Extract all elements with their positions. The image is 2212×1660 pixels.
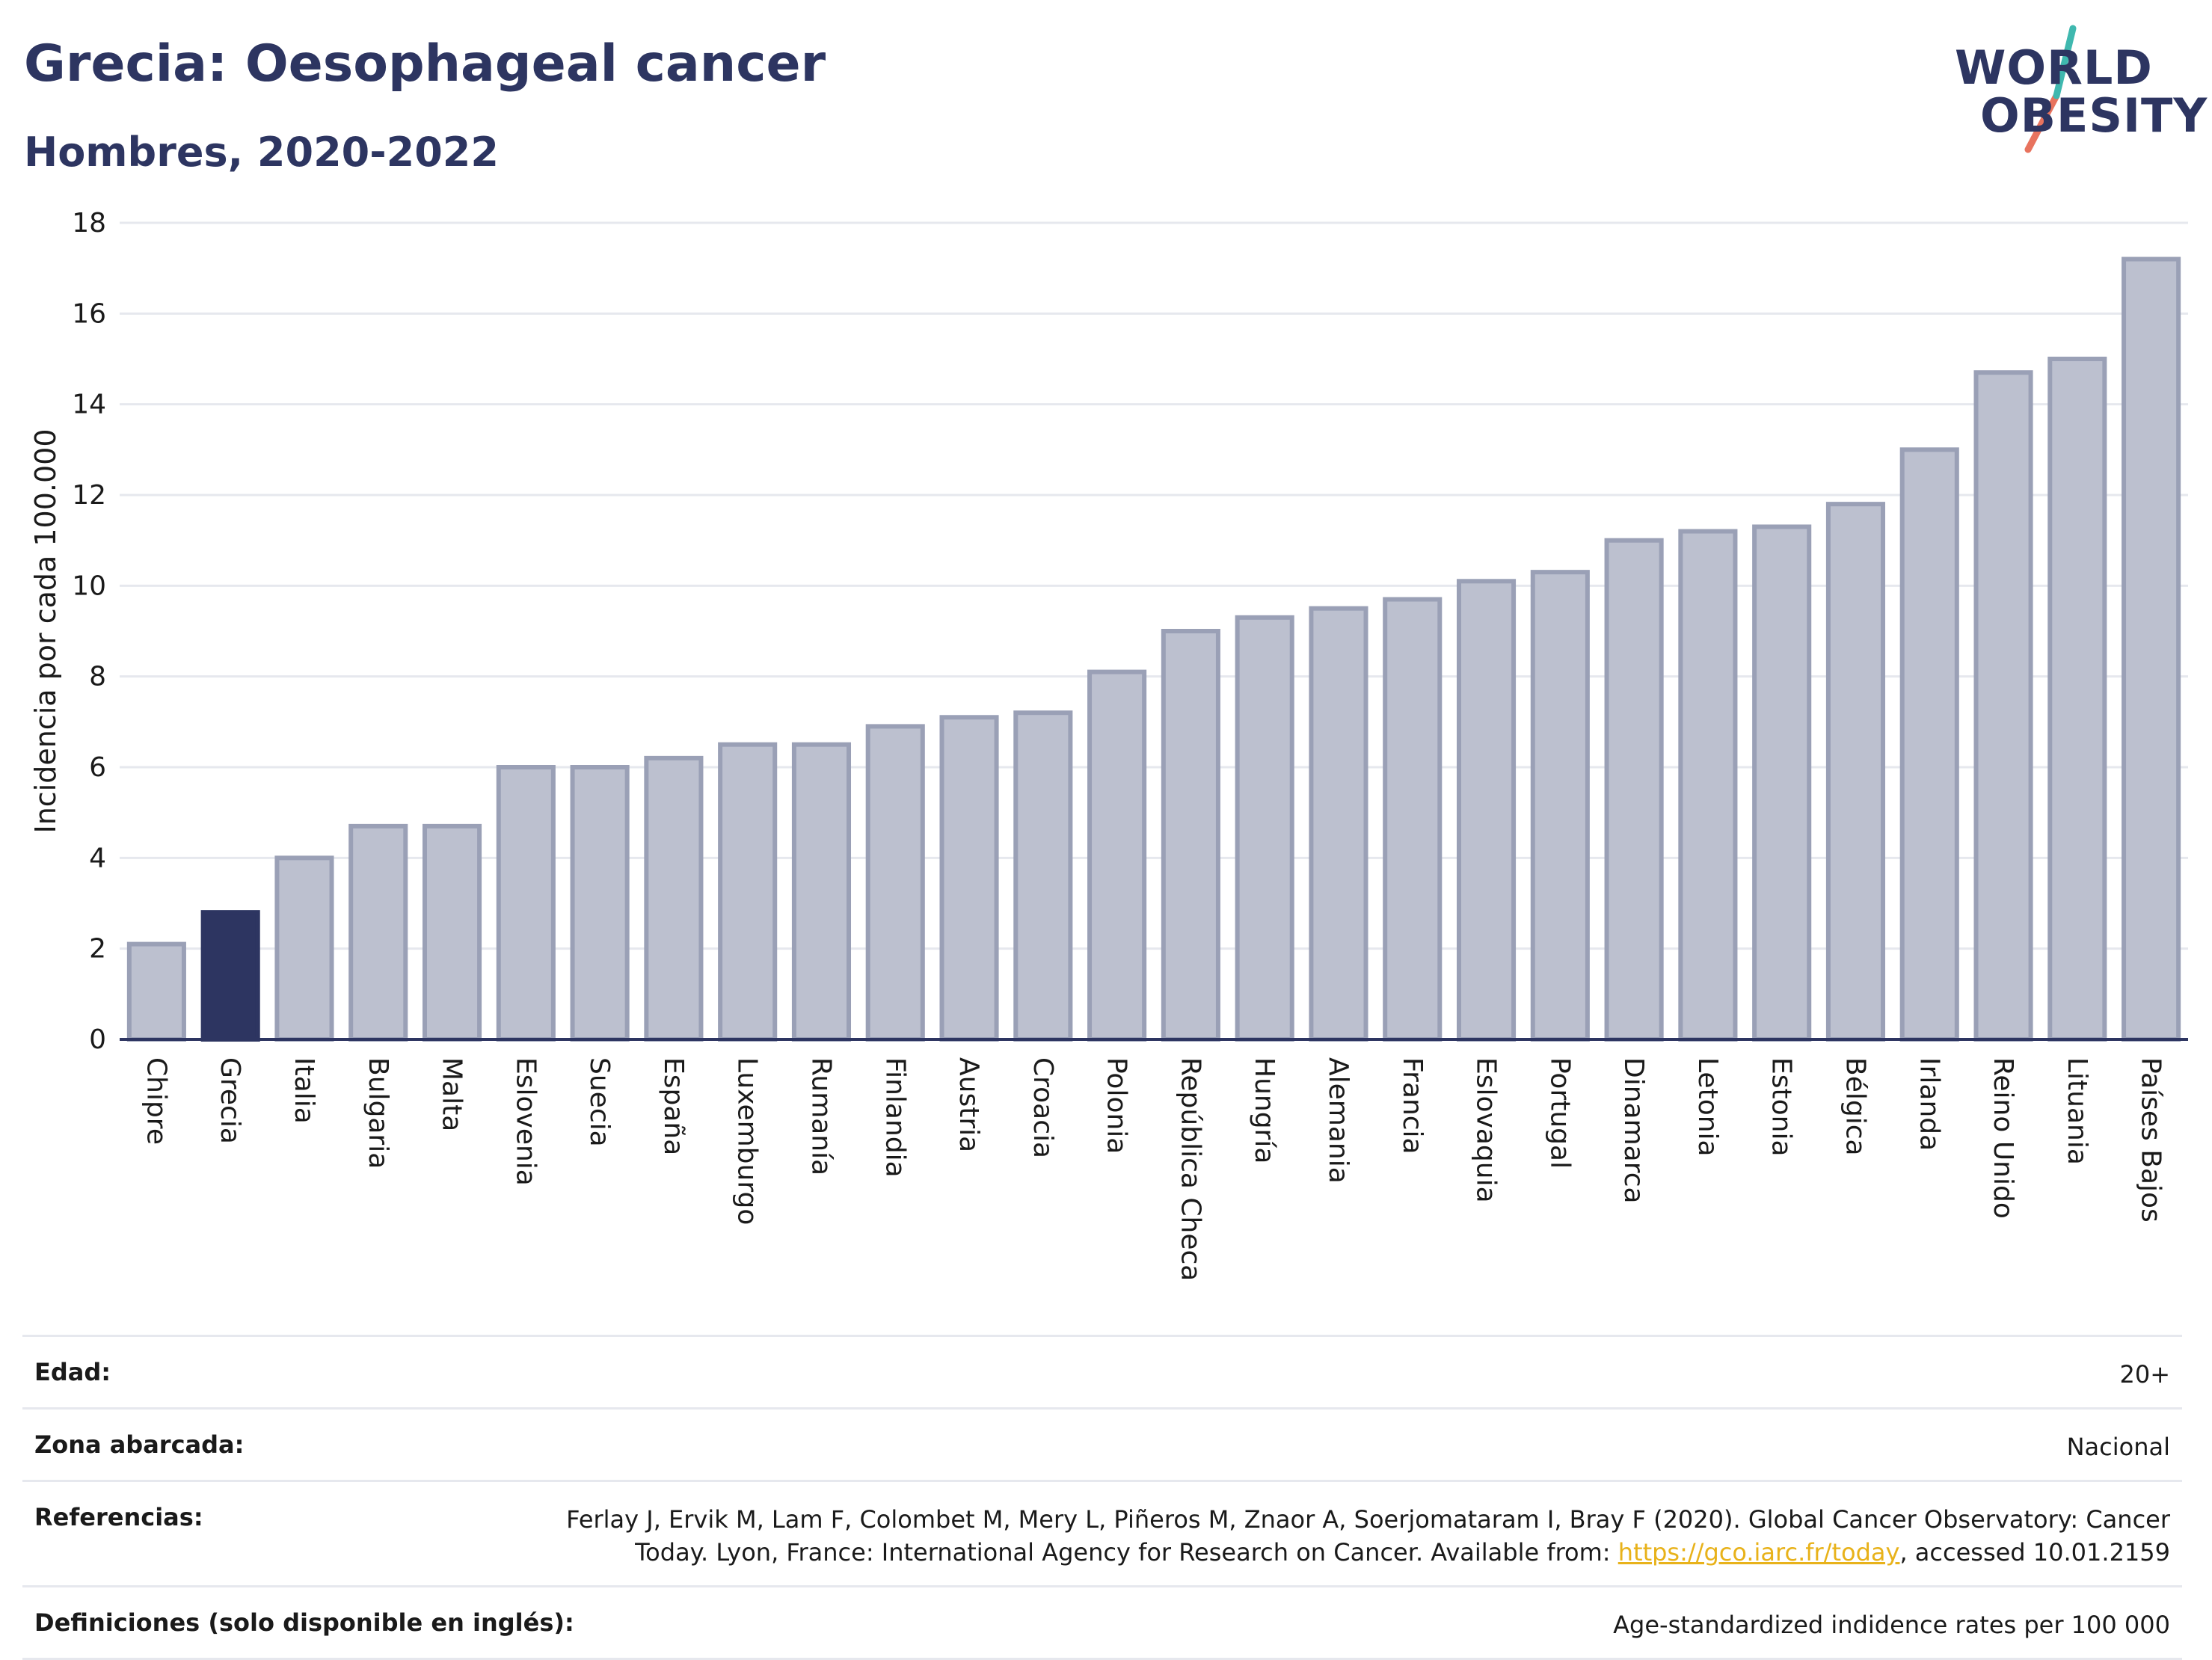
x-tick-label: Austria <box>953 1057 984 1152</box>
bar-23 <box>1825 502 1886 1042</box>
referencias-text: Ferlay J, Ervik M, Lam F, Colombet M, Me… <box>566 1505 2170 1567</box>
info-row-zona: Zona abarcada: Nacional <box>22 1407 2182 1480</box>
x-tick-label: Dinamarca <box>1618 1057 1649 1204</box>
y-tick-label: 12 <box>72 480 106 511</box>
logo-slash-icon <box>2024 25 2077 153</box>
bar-5 <box>496 765 556 1042</box>
referencias-link[interactable]: https://gco.iarc.fr/today <box>1617 1538 1900 1567</box>
referencias-value: Ferlay J, Ervik M, Lam F, Colombet M, Me… <box>525 1503 2170 1569</box>
y-tick-label: 10 <box>72 571 106 601</box>
bar-16 <box>1309 606 1368 1042</box>
bar-8 <box>718 742 778 1042</box>
info-table: Edad: 20+ Zona abarcada: Nacional Refere… <box>22 1335 2182 1660</box>
bar-22 <box>1752 524 1812 1042</box>
bar-13 <box>1087 669 1147 1042</box>
bar-17 <box>1383 597 1443 1042</box>
edad-label: Edad: <box>34 1358 111 1386</box>
bar-21 <box>1678 529 1738 1042</box>
x-tick-label: Francia <box>1397 1057 1428 1155</box>
x-tick-label: Italia <box>289 1057 319 1124</box>
x-tick-label: Rumanía <box>805 1057 836 1175</box>
x-tick-label: Bulgaria <box>363 1057 393 1169</box>
bar-7 <box>644 755 704 1042</box>
logo-text-world: WORLD <box>1955 40 2153 95</box>
bar-chart: 0 2 4 6 8 10 12 14 16 18 Incidencia por cada 100.0… <box>29 208 2188 1281</box>
x-tick-label: Eslovaquia <box>1471 1057 1502 1203</box>
bar-3 <box>348 823 408 1042</box>
bar-26 <box>2047 357 2107 1042</box>
y-tick-label: 4 <box>89 843 106 873</box>
x-tick-label: Reino Unido <box>1988 1057 2018 1219</box>
x-tick-label: Croacia <box>1027 1057 1058 1158</box>
bar-0 <box>126 941 186 1042</box>
y-tick-label: 14 <box>72 390 106 420</box>
x-tick-label: Lituania <box>2062 1057 2092 1165</box>
definiciones-value: Age-standardized indidence rates per 100… <box>1613 1611 2170 1639</box>
bar-27 <box>2122 256 2181 1042</box>
x-tick-label: Alemania <box>1323 1057 1354 1184</box>
bar-14 <box>1161 629 1220 1042</box>
x-tick-label: Suecia <box>584 1057 615 1147</box>
x-tick-label: España <box>658 1057 689 1155</box>
y-tick-label: 8 <box>89 662 106 692</box>
referencias-accessed: , accessed 10.01.2159 <box>1899 1538 2170 1567</box>
info-row-edad: Edad: 20+ <box>22 1335 2182 1407</box>
x-tick-label: Estonia <box>1766 1057 1797 1157</box>
bar-9 <box>791 742 852 1042</box>
bar-11 <box>939 715 999 1042</box>
page-title: Grecia: Oesophageal cancer <box>24 34 826 93</box>
x-tick-label: Letonia <box>1692 1057 1723 1157</box>
x-tick-label: Portugal <box>1544 1057 1575 1169</box>
bar-6 <box>570 765 630 1042</box>
x-tick-label: Países Bajos <box>2136 1057 2166 1223</box>
page-subtitle: Hombres, 2020-2022 <box>24 129 499 176</box>
bar-18 <box>1456 579 1517 1042</box>
logo-text-obesity: OBESITY <box>1980 88 2208 143</box>
bar-1 <box>200 910 260 1042</box>
bar-10 <box>865 724 925 1042</box>
x-tick-label: Eslovenia <box>510 1057 541 1186</box>
bar-15 <box>1235 615 1294 1042</box>
x-tick-label: Luxemburgo <box>732 1057 763 1225</box>
x-tick-label: Polonia <box>1102 1057 1132 1154</box>
y-tick-label: 0 <box>89 1024 106 1055</box>
zona-value: Nacional <box>2066 1433 2170 1461</box>
world-obesity-logo: WORLD OBESITY <box>1944 22 2207 157</box>
bar-19 <box>1530 570 1590 1042</box>
x-tick-label: Grecia <box>215 1057 245 1144</box>
referencias-label: Referencias: <box>34 1503 203 1531</box>
x-tick-label: República Checa <box>1175 1057 1205 1281</box>
y-axis-label: Incidencia por cada 100.000 <box>29 428 62 833</box>
bar-4 <box>422 823 482 1042</box>
y-tick-label: 16 <box>72 298 106 329</box>
bar-24 <box>1899 447 1959 1042</box>
x-tick-label: Chipre <box>141 1057 171 1145</box>
info-row-definiciones: Definiciones (solo disponible en inglés)… <box>22 1585 2182 1660</box>
bar-25 <box>1973 370 2033 1042</box>
x-tick-label: Bélgica <box>1840 1057 1870 1156</box>
definiciones-label: Definiciones (solo disponible en inglés)… <box>34 1608 574 1637</box>
bar-20 <box>1604 538 1664 1042</box>
y-tick-label: 6 <box>89 752 106 783</box>
x-tick-label: Irlanda <box>1914 1057 1944 1151</box>
y-tick-label: 18 <box>72 208 106 239</box>
edad-value: 20+ <box>2119 1360 2170 1389</box>
x-tick-label: Finlandia <box>879 1057 910 1178</box>
info-row-referencias: Referencias: Ferlay J, Ervik M, Lam F, C… <box>22 1480 2182 1585</box>
x-tick-label: Hungría <box>1249 1057 1279 1163</box>
x-tick-label: Malta <box>437 1057 467 1131</box>
zona-label: Zona abarcada: <box>34 1430 245 1459</box>
bar-2 <box>274 855 334 1042</box>
y-tick-label: 2 <box>89 934 106 965</box>
bar-12 <box>1013 710 1073 1042</box>
